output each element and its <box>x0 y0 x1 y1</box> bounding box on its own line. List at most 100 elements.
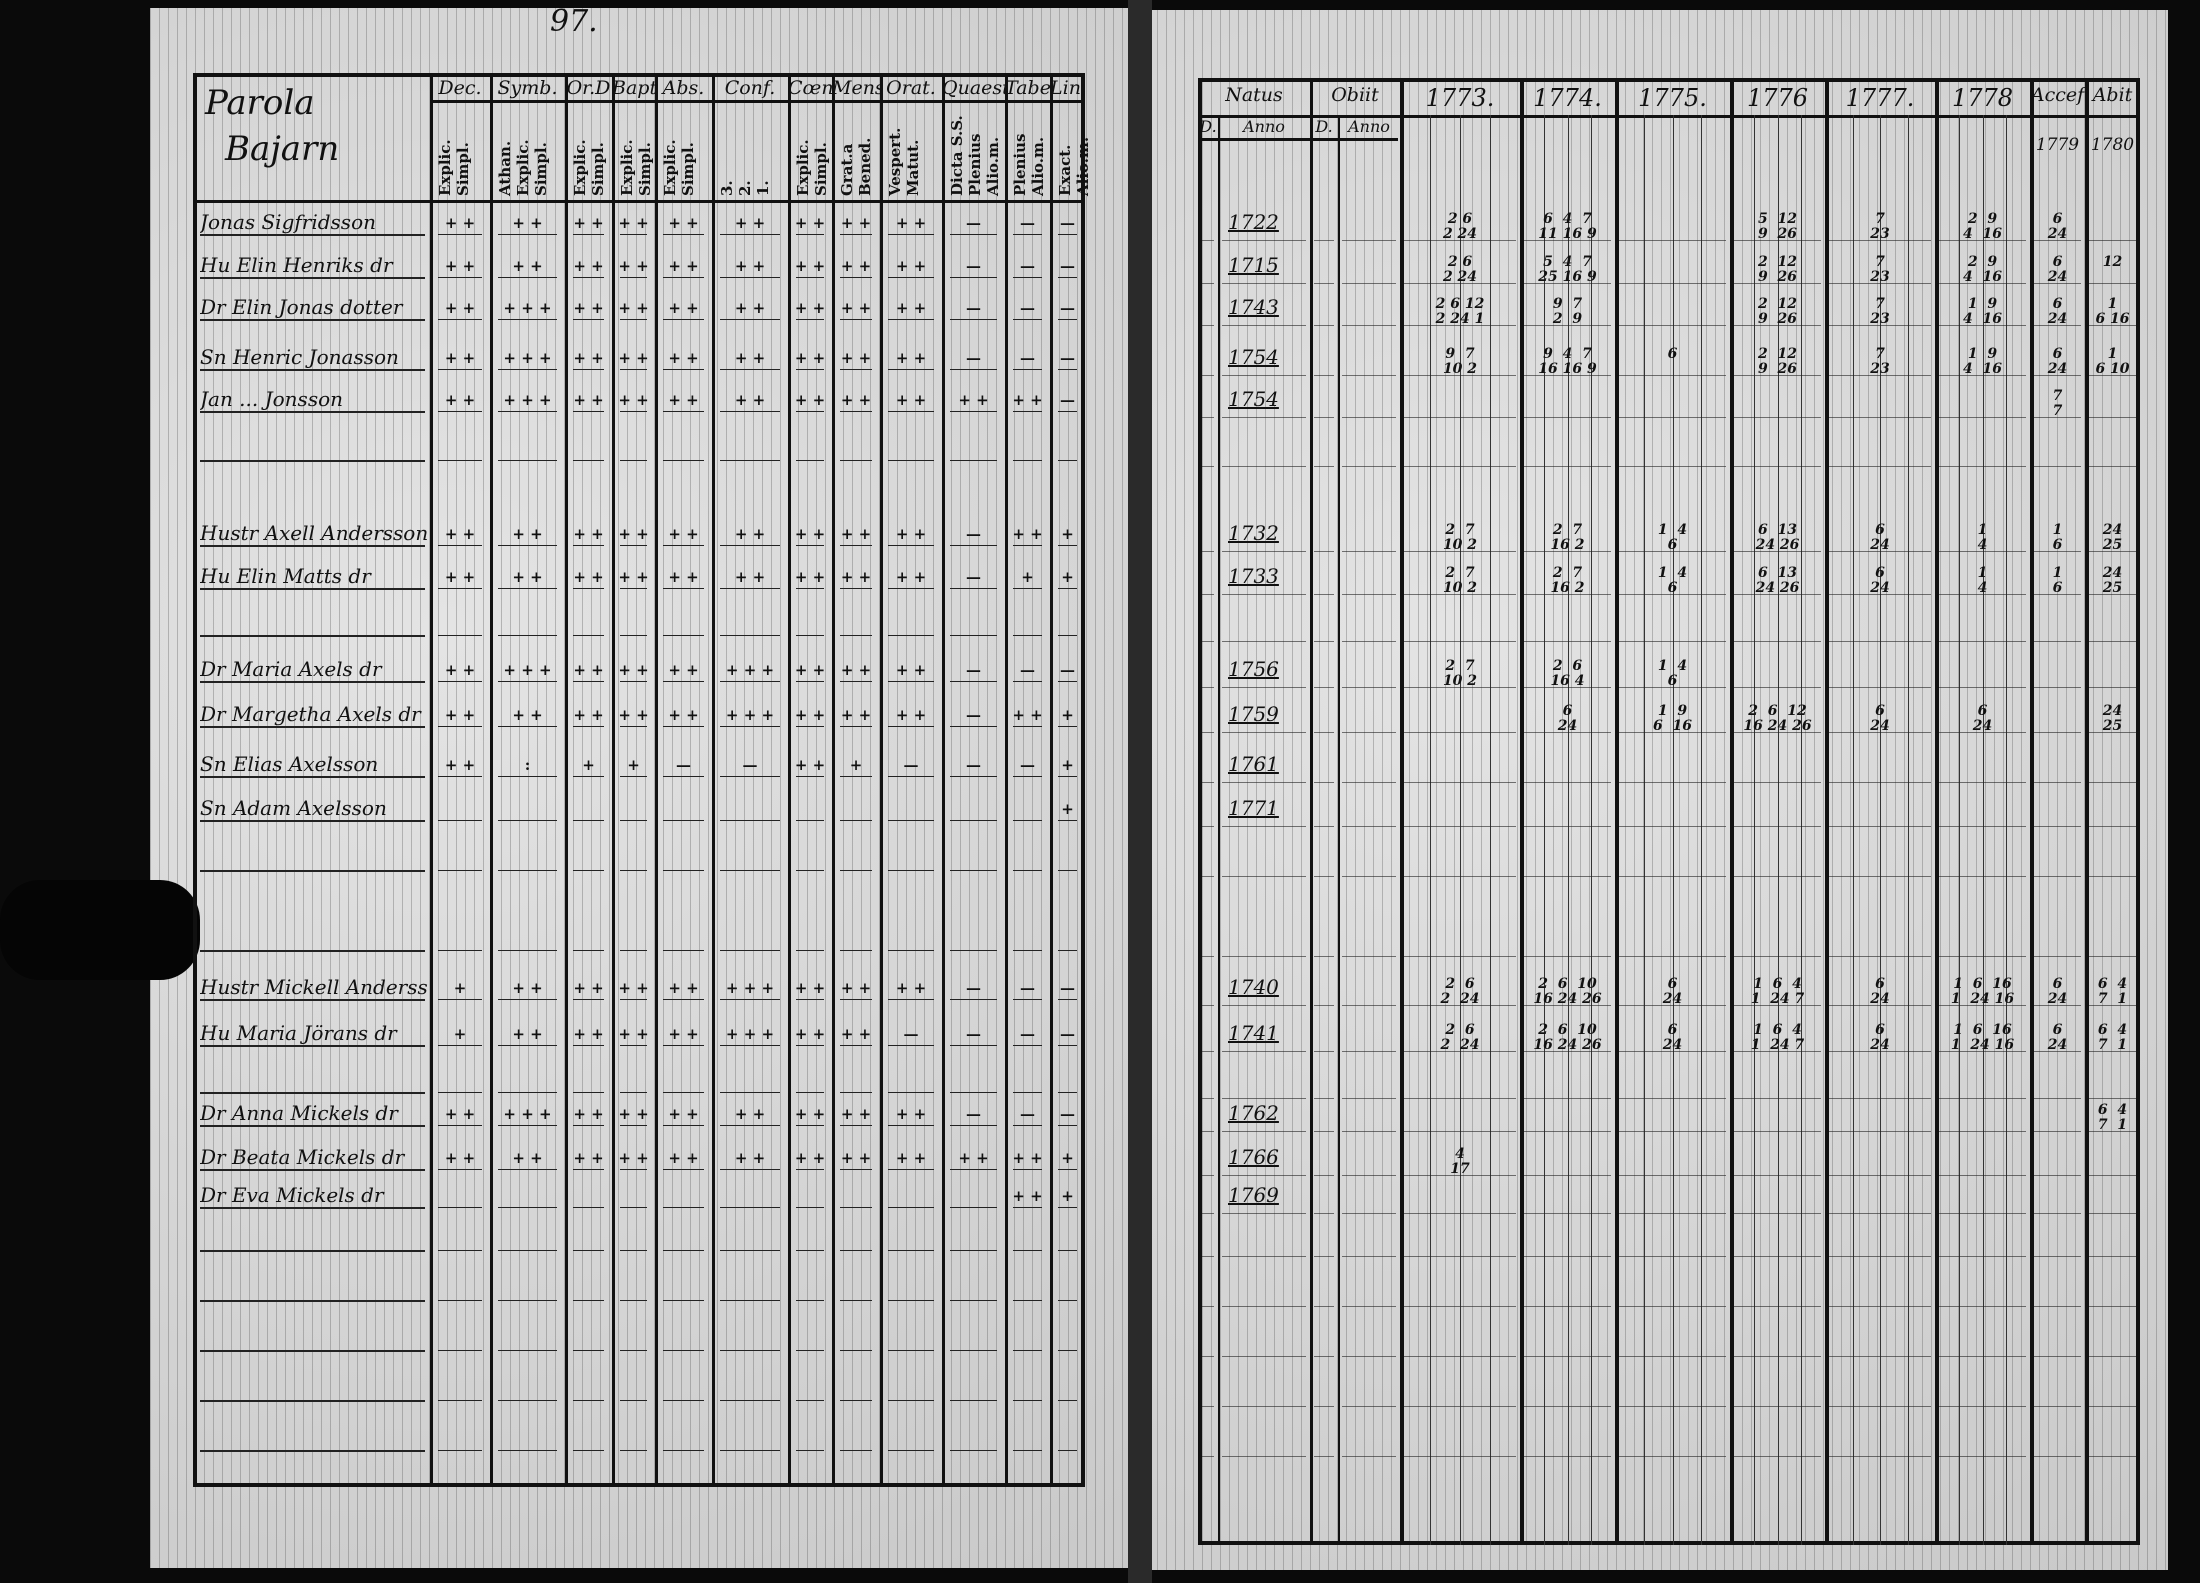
row-rule <box>2089 1005 2136 1006</box>
catechism-mark: + + <box>840 706 872 724</box>
row-rule <box>888 681 934 682</box>
row-rule <box>620 1400 647 1401</box>
row-rule <box>1013 460 1042 461</box>
catechism-mark: + + <box>444 1149 476 1167</box>
row-rule <box>1829 1456 1931 1457</box>
row-rule <box>1342 641 1396 642</box>
thumb-shadow <box>0 880 200 980</box>
row-rule <box>796 999 824 1000</box>
row-rule <box>2034 732 2081 733</box>
row-rule <box>1222 1005 1306 1006</box>
row-rule <box>1619 732 1726 733</box>
exam-entry: 7 23 <box>1870 254 1890 285</box>
exam-entry: 2 7 16 2 <box>1550 565 1585 596</box>
catechism-mark: + + <box>573 349 604 367</box>
row-rule <box>840 1450 872 1451</box>
row-rule <box>1939 1051 2026 1052</box>
row-rule <box>840 1207 872 1208</box>
row-rule <box>663 635 704 636</box>
column-header: Dec. <box>438 77 482 99</box>
row-rule <box>1404 375 1516 376</box>
row-rule <box>796 277 824 278</box>
row-rule <box>796 411 824 412</box>
row-rule <box>438 411 482 412</box>
row-rule <box>663 1125 704 1126</box>
catechism-mark: + + <box>794 1025 826 1043</box>
row-rule <box>1314 594 1334 595</box>
row-rule <box>840 950 872 951</box>
row-rule <box>1939 551 2026 552</box>
row-rule <box>888 1450 934 1451</box>
catechism-mark: + <box>1061 1187 1074 1205</box>
row-rule <box>2034 1213 2081 1214</box>
row-rule <box>950 1045 997 1046</box>
left-column-line <box>490 73 493 1487</box>
catechism-mark: — <box>966 1105 981 1123</box>
row-rule <box>1734 732 1821 733</box>
row-rule <box>200 460 425 462</box>
row-rule <box>840 277 872 278</box>
row-rule <box>950 545 997 546</box>
row-rule <box>1342 1356 1396 1357</box>
row-rule <box>200 999 425 1001</box>
row-rule <box>1829 1213 1931 1214</box>
catechism-mark: + + <box>573 661 604 679</box>
row-rule <box>1829 551 1931 552</box>
exam-entry: 2 9 4 16 <box>1963 254 2002 285</box>
exam-entry: 6 24 <box>2047 346 2068 377</box>
row-rule <box>1524 956 1611 957</box>
column-subheader: Explic. Simpl. <box>794 139 830 196</box>
row-rule <box>1342 1131 1396 1132</box>
left-column-line <box>832 73 835 1487</box>
row-rule <box>1939 1456 2026 1457</box>
row-rule <box>2034 1175 2081 1176</box>
catechism-mark: — <box>1060 391 1075 409</box>
exam-entry: 1 6 16 1 24 16 <box>1950 1022 2015 1053</box>
row-rule <box>950 681 997 682</box>
row-rule <box>1314 1051 1334 1052</box>
row-rule <box>438 1450 482 1451</box>
exam-entry: 9 7 2 9 <box>1552 296 1583 327</box>
row-rule <box>498 1350 557 1351</box>
row-rule <box>620 726 647 727</box>
row-rule <box>1619 375 1726 376</box>
row-rule <box>1619 466 1726 467</box>
row-rule <box>1404 417 1516 418</box>
birth-year: 1740 <box>1228 975 1279 999</box>
row-rule <box>1619 240 1726 241</box>
row-rule <box>620 776 647 777</box>
row-rule <box>1202 1051 1214 1052</box>
row-rule <box>720 1350 780 1351</box>
row-rule <box>2034 240 2081 241</box>
column-subheader: Explic. Simpl. <box>571 139 607 196</box>
column-subheader: 1780 <box>2090 135 2135 155</box>
row-rule <box>1829 1051 1931 1052</box>
row-rule <box>796 681 824 682</box>
row-rule <box>1524 876 1611 877</box>
catechism-mark: + + <box>840 1025 872 1043</box>
row-rule <box>1939 1131 2026 1132</box>
row-rule <box>1222 732 1306 733</box>
row-rule <box>1342 1098 1396 1099</box>
catechism-mark: + + <box>734 1105 766 1123</box>
row-rule <box>1619 417 1726 418</box>
row-rule <box>498 460 557 461</box>
row-rule <box>1939 641 2026 642</box>
catechism-mark: + + <box>1012 1187 1043 1205</box>
catechism-mark: + + + <box>725 661 775 679</box>
catechism-mark: + + <box>618 257 649 275</box>
row-rule <box>888 319 934 320</box>
row-rule <box>1314 1306 1334 1307</box>
catechism-mark: + + <box>668 979 699 997</box>
row-rule <box>438 588 482 589</box>
row-rule <box>620 588 647 589</box>
row-rule <box>2089 1456 2136 1457</box>
row-rule <box>950 776 997 777</box>
row-rule <box>840 1350 872 1351</box>
ruling-line <box>1643 115 1645 1545</box>
catechism-mark: : <box>524 756 531 774</box>
row-rule <box>720 411 780 412</box>
row-rule <box>2034 1406 2081 1407</box>
row-rule <box>1058 635 1077 636</box>
exam-entry: 12 <box>2102 254 2123 270</box>
